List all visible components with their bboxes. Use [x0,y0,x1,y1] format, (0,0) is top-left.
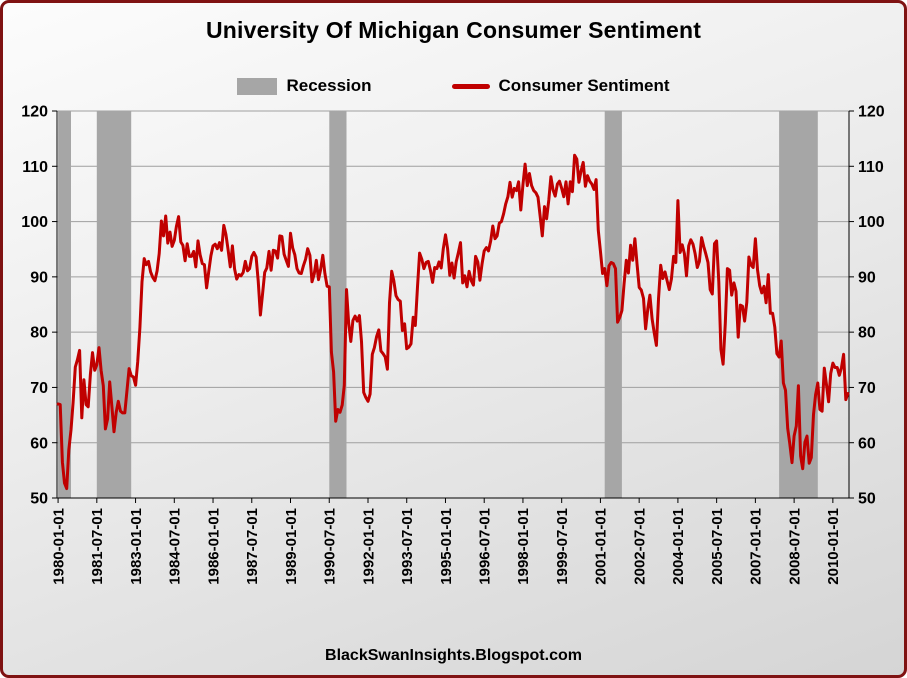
sentiment-line-swatch-icon [451,83,490,89]
y-axis-label-right: 70 [858,380,876,397]
x-axis-label: 1981-07-01 [89,508,106,585]
y-axis-label-right: 90 [858,269,876,286]
x-axis-label: 1980-01-01 [50,508,67,585]
legend: Recession Consumer Sentiment [3,71,904,101]
x-axis-label: 1987-07-01 [244,508,261,585]
y-axis-label-left: 60 [30,435,48,452]
x-axis-label: 2007-01-01 [748,508,765,585]
sentiment-chart-plot: 50 50 60 60 70 70 80 80 90 90 100 100 110 110 120 120 19… [21,104,885,585]
x-axis-label: 1983-01-01 [128,508,145,585]
x-axis-label: 1986-01-01 [205,508,222,585]
x-axis-label: 1992-01-01 [360,508,377,585]
y-axis-label-right: 60 [858,435,876,452]
x-axis-label: 1989-01-01 [283,508,300,585]
recession-band [96,111,132,498]
y-axis-label-right: 120 [858,104,885,121]
y-axis-label-left: 100 [21,214,48,231]
legend-label-recession: Recession [286,76,372,95]
recession-band [329,111,347,498]
x-axis-label: 2008-07-01 [786,508,803,585]
x-axis-label: 1996-07-01 [476,508,493,585]
legend-label-consumer-sentiment: Consumer Sentiment [498,76,670,95]
y-axis-label-left: 70 [30,380,48,397]
x-axis-label: 1993-07-01 [399,508,416,585]
y-axis-label-right: 110 [858,159,884,176]
y-axis-label-left: 90 [30,269,48,286]
x-axis-label: 2004-01-01 [670,508,687,585]
legend-item-consumer-sentiment: Consumer Sentiment [451,76,670,96]
x-axis-label: 1995-01-01 [438,508,455,585]
recession-band [604,111,622,498]
y-axis-label-right: 80 [858,325,876,342]
x-axis-label: 1990-07-01 [322,508,339,585]
y-axis-label-left: 120 [21,104,48,121]
y-axis-label-right: 100 [858,214,885,231]
x-axis-label: 2001-01-01 [593,508,610,585]
footer-credit: BlackSwanInsights.Blogspot.com [325,647,582,664]
recession-band [58,111,71,498]
legend-item-recession: Recession [237,76,372,96]
recession-swatch-icon [237,77,278,95]
y-axis-label-left: 50 [30,491,48,508]
y-axis-label-left: 80 [30,325,48,342]
x-axis-label: 1984-07-01 [167,508,184,585]
x-axis-label: 1999-07-01 [554,508,571,585]
x-axis-label: 2005-07-01 [709,508,726,585]
y-axis-label-right: 50 [858,491,876,508]
consumer-sentiment-line [56,153,850,491]
y-axis-label-left: 110 [22,159,48,176]
x-axis-label: 2002-07-01 [631,508,648,585]
x-axis-label: 1998-01-01 [515,508,532,585]
chart-title: University Of Michigan Consumer Sentimen… [205,17,702,43]
x-axis-label: 2010-01-01 [825,508,842,585]
